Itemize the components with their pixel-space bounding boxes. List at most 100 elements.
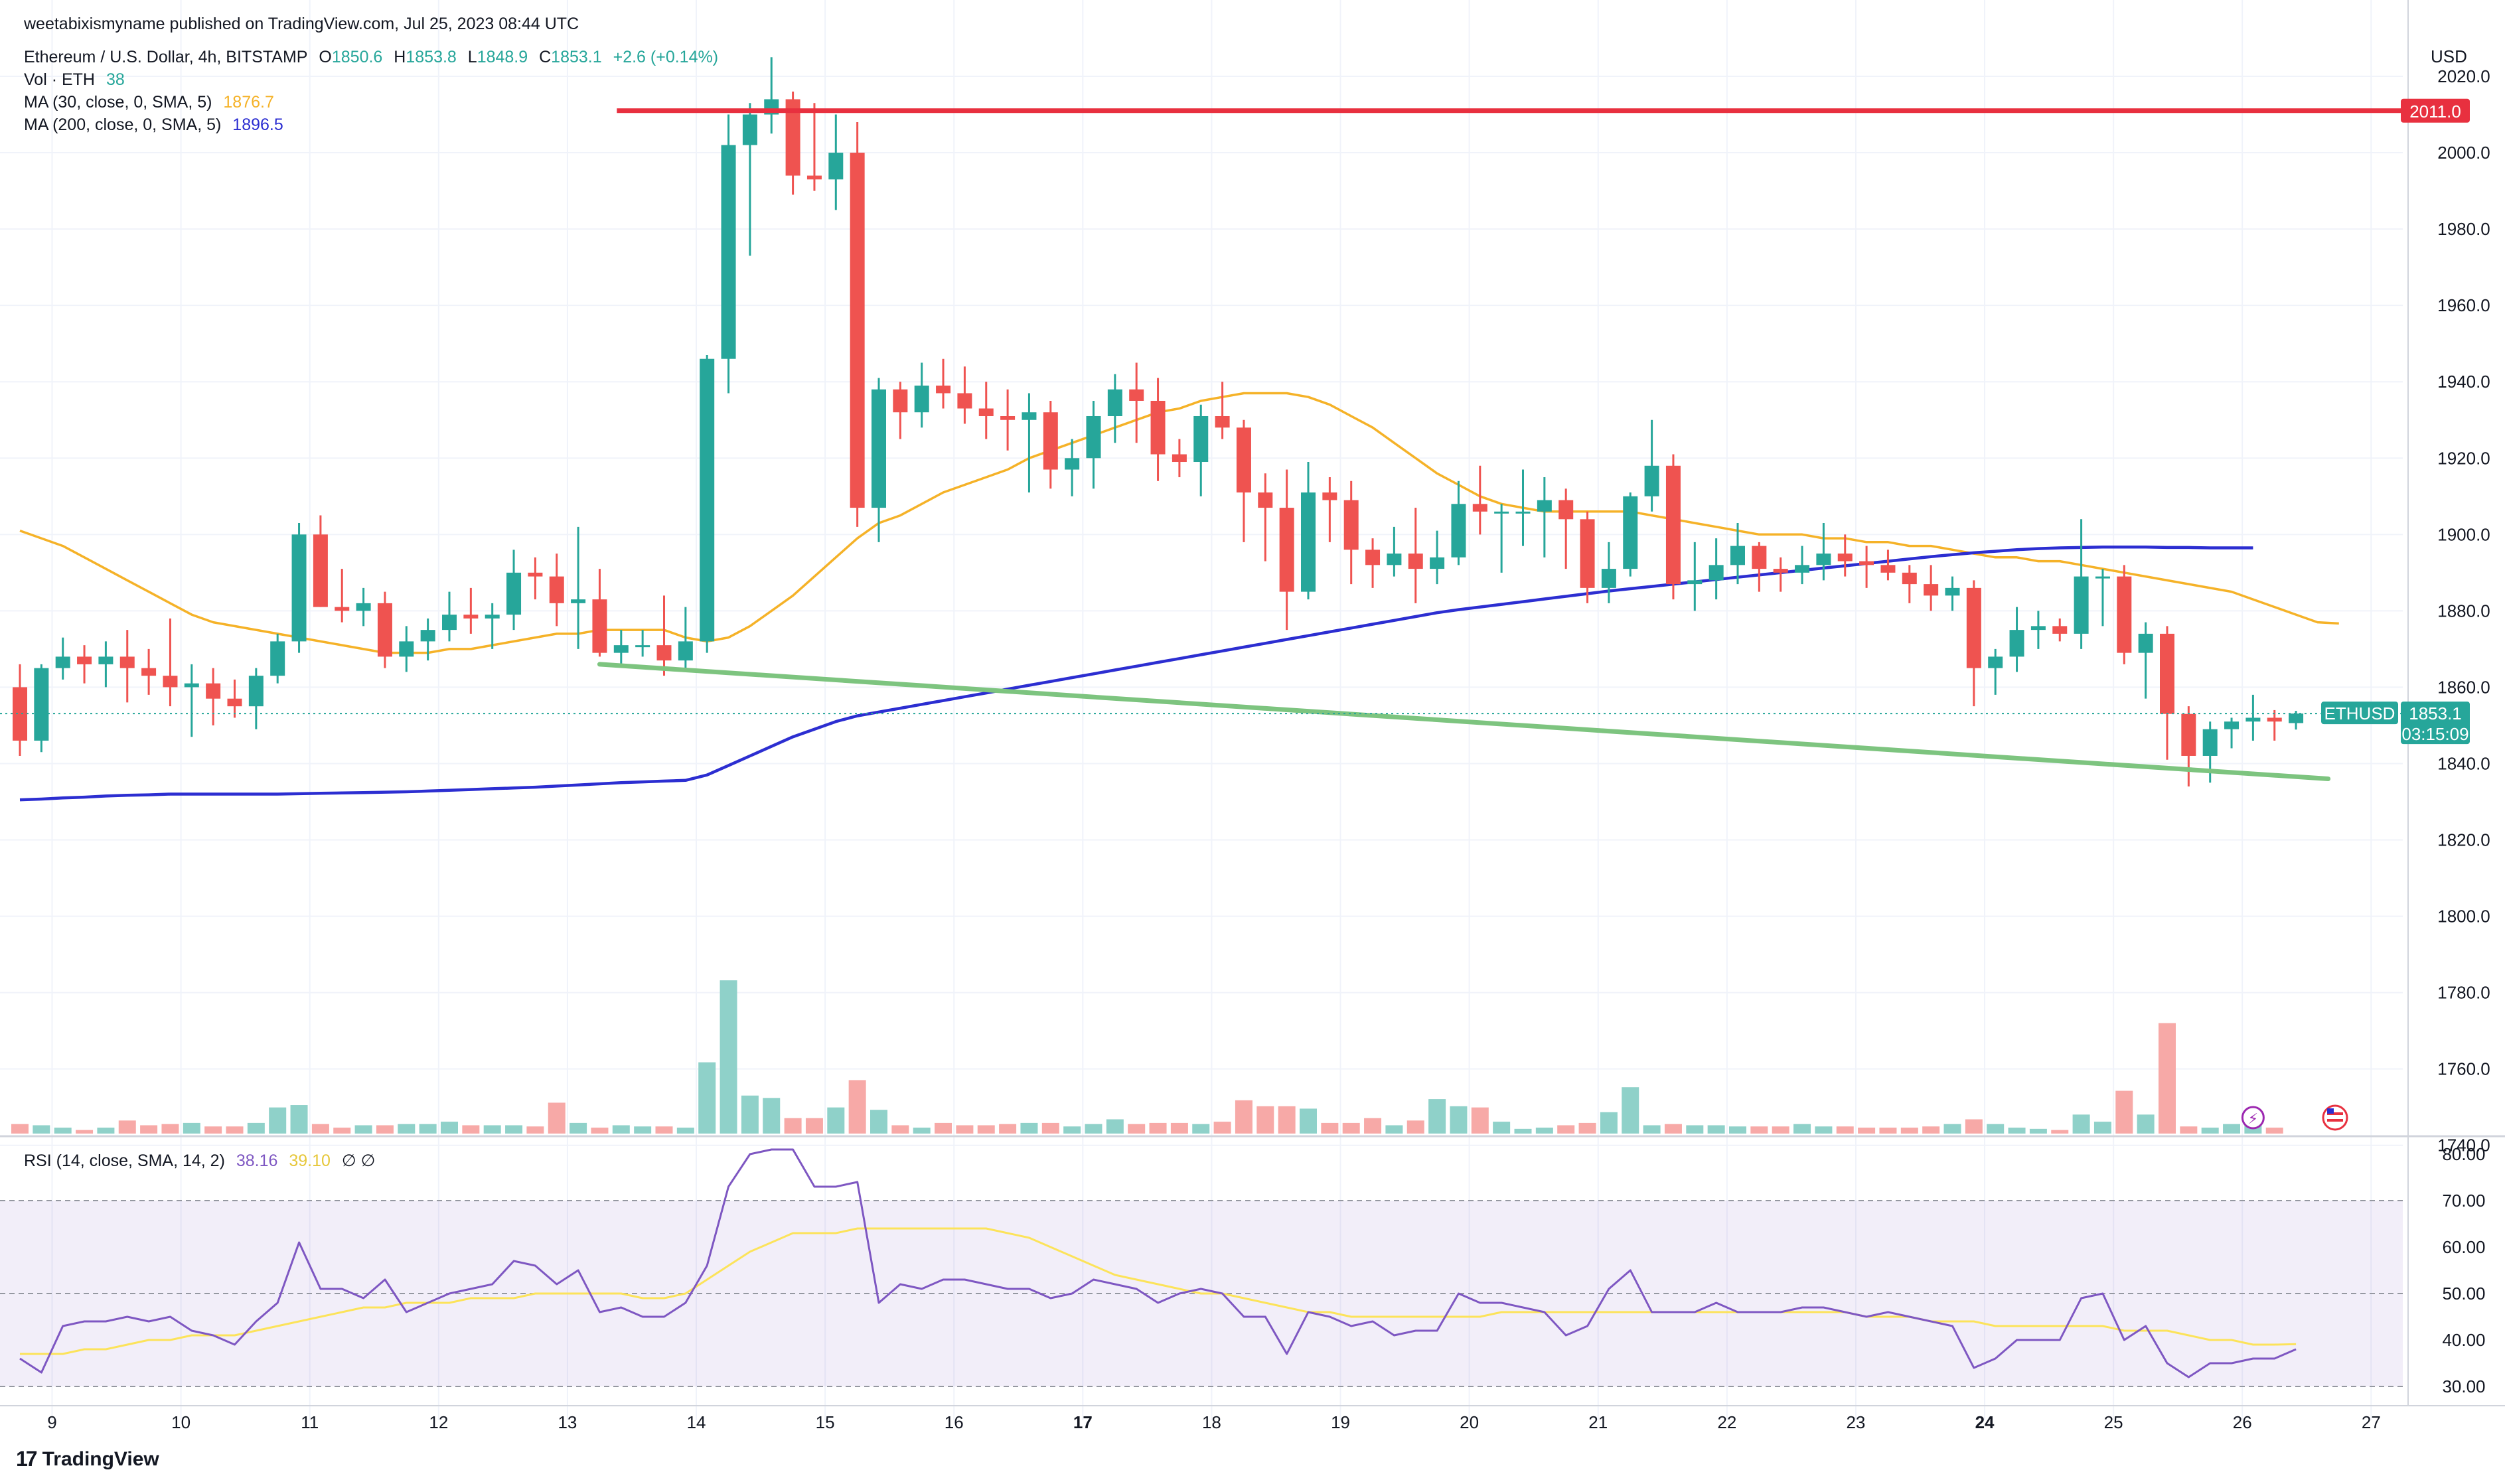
candle-body (1172, 454, 1187, 463)
price-tick-label: 1860.0 (2437, 677, 2490, 697)
rsi-tick-label: 70.00 (2442, 1191, 2485, 1211)
price-tick-label: 1760.0 (2437, 1059, 2490, 1079)
volume-bar (977, 1125, 995, 1134)
time-tick-label: 26 (2233, 1412, 2252, 1432)
open-label: O (319, 48, 332, 66)
volume-label[interactable]: Vol · ETH (24, 70, 95, 89)
resistance-price-tag[interactable] (2401, 98, 2470, 123)
volume-bar (1793, 1124, 1811, 1134)
ma200-legend[interactable]: MA (200, close, 0, SMA, 5) 1896.5 (24, 115, 290, 135)
candle (1623, 492, 1638, 577)
symbol-legend[interactable]: Ethereum / U.S. Dollar, 4h, BITSTAMP O18… (24, 48, 725, 67)
price-tick-label: 1960.0 (2437, 295, 2490, 315)
us-flag-event-icon[interactable] (2322, 1104, 2348, 1131)
candle (1816, 523, 1831, 581)
ma30-legend[interactable]: MA (30, close, 0, SMA, 5) 1876.7 (24, 93, 281, 112)
candle (1258, 473, 1273, 561)
candle-body (571, 599, 586, 603)
candle-body (1129, 389, 1144, 401)
rsi-label[interactable]: RSI (14, close, SMA, 14, 2) (24, 1151, 225, 1170)
last-price-tag[interactable] (2401, 702, 2470, 745)
candle (1837, 534, 1853, 577)
candle-body (1773, 569, 1788, 573)
price-tick-label: 1900.0 (2437, 524, 2490, 544)
candle (2009, 607, 2024, 672)
candle-body (2202, 729, 2218, 756)
candle-body (356, 603, 371, 611)
candle-body (1430, 557, 1445, 569)
candle (1537, 477, 1552, 557)
volume-bar (462, 1125, 480, 1134)
brand-text: TradingView (42, 1447, 159, 1470)
candle-body (1859, 561, 1874, 565)
rsi-legend[interactable]: RSI (14, close, SMA, 14, 2) 38.16 39.10 … (24, 1151, 382, 1171)
volume-bar (1106, 1119, 1124, 1134)
support-trend-line[interactable] (597, 662, 2331, 781)
candle-body (2117, 576, 2132, 653)
candle-body (119, 656, 135, 668)
candle-body (678, 641, 693, 661)
candle (1172, 439, 1187, 478)
drawings[interactable] (0, 108, 2408, 781)
tradingview-logo[interactable]: 17 TradingView (16, 1447, 159, 1471)
candle (1043, 400, 1058, 489)
candle-body (77, 656, 92, 664)
volume-bar (1987, 1124, 2005, 1134)
candle (571, 526, 586, 649)
volume-bar (999, 1124, 1017, 1134)
candle (2074, 519, 2089, 649)
candle (1730, 523, 1745, 585)
volume-bar (398, 1124, 416, 1134)
ma200-line (19, 546, 2253, 802)
candle-body (1022, 412, 1037, 420)
volume-bar (311, 1124, 329, 1134)
candle (828, 114, 844, 210)
candle-body (549, 576, 564, 603)
volume-bar (33, 1125, 50, 1134)
last-price-text: 1853.1 (2409, 704, 2462, 723)
volume-bar (676, 1128, 694, 1134)
volume-bar (827, 1107, 845, 1134)
candle-body (1601, 569, 1616, 588)
volume-bar (1943, 1124, 1961, 1134)
candle (1515, 469, 1531, 546)
candle (1150, 378, 1166, 481)
price-tick-label: 2000.0 (2437, 143, 2490, 163)
price-tick-label: 1780.0 (2437, 983, 2490, 1003)
volume-bar (2137, 1114, 2155, 1134)
volume-bar (1535, 1128, 1553, 1134)
symbol-tag[interactable] (2321, 702, 2398, 725)
candle (1129, 362, 1144, 443)
candle (184, 664, 199, 737)
volume-bar (140, 1125, 158, 1134)
volume-bar (2180, 1126, 2198, 1134)
volume-bar (2115, 1090, 2133, 1134)
candle-body (613, 645, 629, 653)
flash-event-icon[interactable] (2241, 1106, 2265, 1130)
candle (635, 630, 650, 657)
ma200-label[interactable]: MA (200, close, 0, SMA, 5) (24, 115, 222, 134)
candle (1880, 550, 1896, 581)
candle-body (1752, 546, 1767, 569)
ma30-label[interactable]: MA (30, close, 0, SMA, 5) (24, 93, 212, 111)
volume-bar (698, 1062, 716, 1134)
candle-body (872, 389, 886, 508)
symbol-name[interactable]: Ethereum / U.S. Dollar, 4h, BITSTAMP (24, 48, 308, 66)
volume-bar (1750, 1126, 1768, 1134)
volume-bar (1450, 1106, 1468, 1134)
volume-bar (1514, 1128, 1532, 1134)
candle (2160, 626, 2174, 760)
candle (485, 603, 500, 649)
candle (2030, 611, 2046, 649)
candle-body (978, 408, 994, 416)
candle (850, 122, 865, 527)
candle-body (1472, 504, 1487, 512)
ma200-series (19, 546, 2253, 802)
volume-bar (655, 1126, 673, 1134)
candle-body (1730, 546, 1745, 565)
candle-body (442, 615, 457, 631)
volume-legend[interactable]: Vol · ETH 38 (24, 70, 131, 90)
candle-body (227, 698, 242, 707)
